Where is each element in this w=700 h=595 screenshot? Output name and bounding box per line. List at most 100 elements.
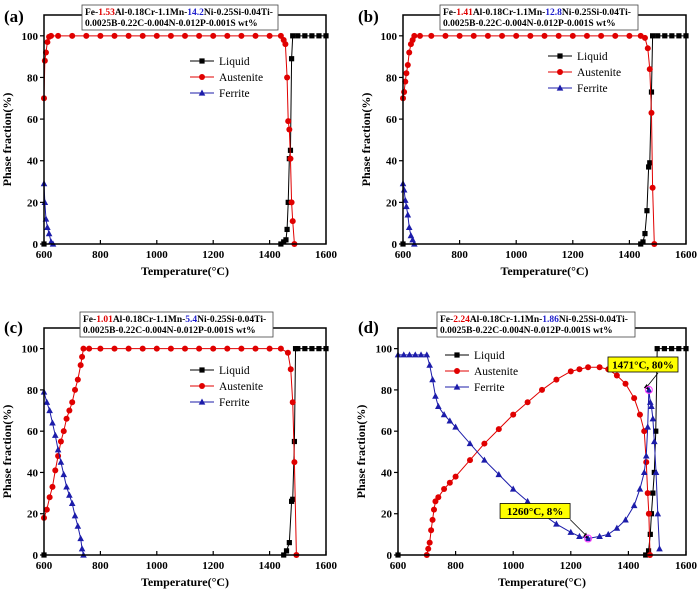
ferrite-point [576, 532, 583, 540]
ferrite-point [584, 534, 592, 542]
austenite-line [43, 348, 297, 556]
austenite-point [86, 345, 93, 352]
legend-austenite: Austenite [219, 381, 263, 393]
ferrite-point [63, 483, 70, 490]
austenite-point [426, 539, 433, 546]
y-tick-label: 40 [27, 467, 39, 479]
composition-line-1: Fe-1.41Al-0.18Cr-1.1Mn-12.8Ni-0.25Si-0.0… [443, 8, 631, 18]
liquid-point [290, 496, 296, 502]
legend-liquid: Liquid [219, 365, 250, 377]
x-axis-label: Temperature(°C) [141, 575, 229, 589]
x-tick-label: 1600 [315, 249, 338, 261]
series-liquid [400, 33, 689, 247]
ferrite-point [45, 230, 53, 237]
austenite-point [406, 49, 413, 56]
series-austenite [400, 32, 658, 247]
y-axis-label: Phase fraction(%) [0, 405, 14, 499]
y-tick-label: 0 [392, 239, 398, 251]
liquid-point [645, 548, 652, 554]
y-axis-label: Phase fraction(%) [0, 93, 14, 187]
legend-ferrite: Ferrite [219, 88, 250, 100]
austenite-point [567, 368, 574, 375]
y-tick-label: 100 [381, 31, 398, 43]
ferrite-point [49, 419, 56, 426]
legend-liquid: Liquid [577, 51, 608, 63]
liquid-point [650, 490, 656, 496]
composition-ni: 14.2 [187, 8, 204, 18]
legend-ferrite-marker [198, 398, 206, 405]
austenite-point [583, 32, 590, 39]
austenite-point [510, 411, 517, 418]
composition-line-2: 0.0025B-0.22C-0.004N-0.012P-0.001S wt% [83, 326, 256, 336]
austenite-point [167, 345, 174, 352]
composition-al: 1.01 [96, 315, 113, 325]
composition-ni: 12.8 [545, 8, 562, 18]
series-ferrite [394, 351, 663, 552]
austenite-point [643, 459, 650, 466]
austenite-point [291, 459, 298, 466]
x-tick-label: 600 [390, 560, 407, 572]
ferrite-point [423, 351, 431, 358]
austenite-point [139, 345, 146, 352]
austenite-point [401, 89, 408, 96]
austenite-point [286, 126, 293, 133]
ferrite-point [417, 351, 425, 358]
liquid-point [640, 239, 646, 245]
x-tick-label: 800 [447, 560, 464, 572]
x-tick-label: 1200 [560, 560, 583, 572]
liquid-line [403, 35, 686, 245]
austenite-point [622, 380, 629, 387]
austenite-point [210, 345, 217, 352]
austenite-point [442, 32, 449, 39]
series-austenite [41, 32, 298, 247]
x-tick-label: 600 [36, 560, 53, 572]
panel-c: 600 800 1000 1200 1400 1600 0 20 40 60 80 100 Temper… [0, 311, 338, 589]
composition-box [439, 4, 639, 31]
panel-b: 600 800 1000 1200 1400 1600 0 20 40 60 80 100 Temper… [358, 4, 698, 278]
composition-line-1: Fe-1.01Al-0.18Cr-1.1Mn-5.4Ni-0.25Si-0.04… [83, 315, 266, 325]
austenite-point [576, 366, 583, 373]
austenite-point [513, 32, 520, 39]
austenite-point [69, 32, 76, 39]
y-tick-label: 20 [381, 509, 393, 521]
composition-line-1: Fe-1.53Al-0.18Cr-1.1Mn-14.2Ni-0.25Si-0.0… [85, 8, 273, 18]
austenite-point [52, 467, 59, 474]
y-tick-label: 60 [27, 114, 39, 126]
ferrite-point [68, 499, 76, 507]
austenite-point [470, 32, 477, 39]
austenite-point [541, 32, 548, 39]
liquid-point [662, 33, 668, 39]
legend-ferrite: Ferrite [474, 382, 505, 394]
composition-line-2: 0.0025B-0.22C-0.004N-0.012P-0.001S wt% [440, 326, 613, 336]
ferrite-point [642, 452, 650, 459]
composition-prefix: Fe- [443, 8, 456, 18]
y-tick-label: 20 [27, 197, 39, 209]
ferrite-point [553, 520, 560, 527]
austenite-point [74, 376, 81, 383]
ferrite-point [77, 534, 84, 542]
austenite-point [644, 45, 651, 52]
austenite-point [524, 399, 531, 406]
liquid-point [316, 33, 322, 39]
ferrite-point [567, 528, 575, 535]
austenite-point [649, 184, 656, 191]
x-axis-label: Temperature(°C) [500, 264, 588, 278]
annotation-box [607, 356, 679, 373]
ferrite-point [405, 223, 413, 230]
austenite-point [43, 506, 50, 513]
austenite-point [631, 395, 638, 402]
ferrite-point [452, 423, 459, 430]
ferrite-point [440, 411, 448, 418]
series-austenite [423, 364, 653, 558]
austenite-line [43, 35, 295, 245]
austenite-point [645, 510, 652, 517]
austenite-point [282, 41, 289, 48]
austenite-point [641, 34, 648, 41]
ferrite-point [656, 545, 663, 552]
x-tick-label: 1400 [259, 249, 282, 261]
ferrite-point [429, 376, 436, 383]
ferrite-point [651, 438, 658, 445]
annotation-arrow [569, 519, 587, 536]
austenite-point [527, 32, 534, 39]
ferrite-point [652, 468, 660, 476]
